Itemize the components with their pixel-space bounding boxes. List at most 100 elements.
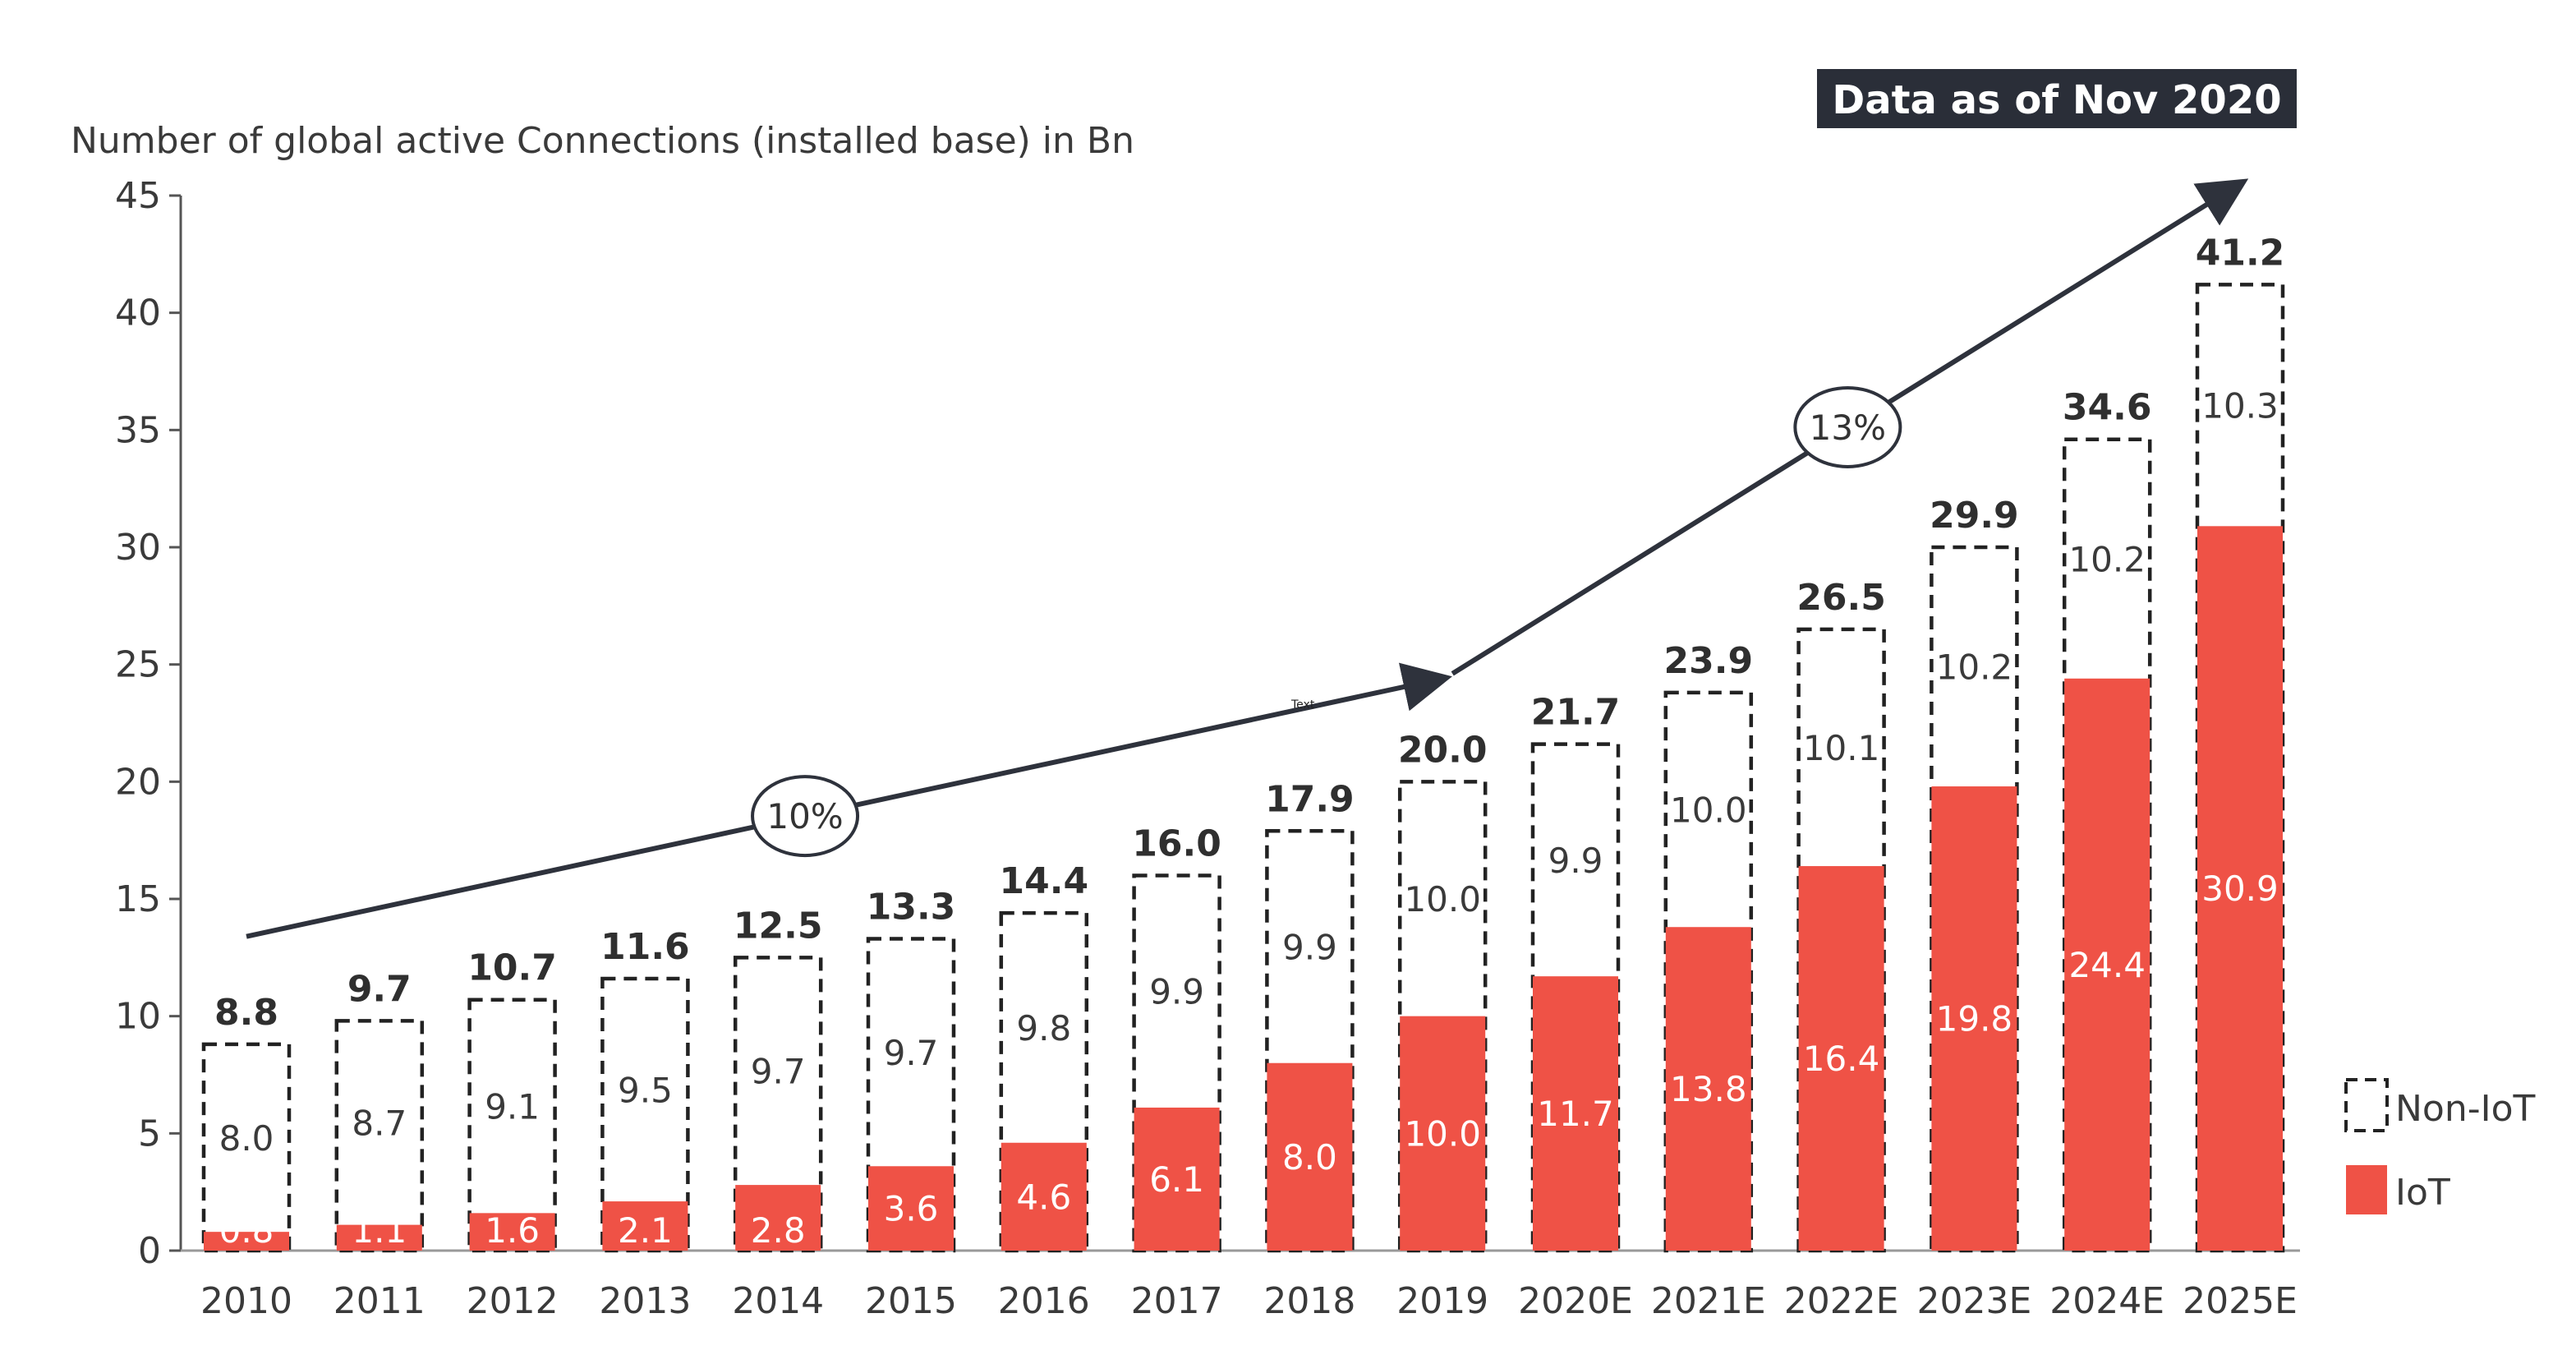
- total-value-label: 34.6: [2063, 387, 2152, 429]
- y-tick-label: 40: [115, 293, 161, 334]
- total-value-label: 20.0: [1398, 729, 1488, 771]
- total-value-label: 26.5: [1796, 577, 1886, 619]
- total-value-label: 9.7: [347, 968, 412, 1010]
- total-value-label: 13.3: [867, 887, 956, 929]
- cagr-2019-2025-label: 13%: [1810, 408, 1886, 448]
- non-iot-value-label: 9.9: [1282, 927, 1337, 967]
- bar-non-iot: [201, 1042, 292, 1253]
- iot-value-label: 30.9: [2201, 869, 2279, 909]
- total-value-label: 10.7: [467, 947, 557, 989]
- non-iot-value-label: 10.3: [2201, 385, 2279, 426]
- total-value-label: 41.2: [2196, 232, 2285, 274]
- iot-value-label: 16.4: [1803, 1039, 1880, 1079]
- iot-value-label: 6.1: [1149, 1159, 1204, 1200]
- bar-iot: [1931, 786, 2017, 1251]
- data-date-badge-text: Data as of Nov 2020: [1832, 77, 2281, 123]
- data-date-badge: [1817, 69, 2297, 128]
- x-tick-label: 2020E: [1518, 1280, 1633, 1322]
- x-tick-label: 2011: [334, 1280, 426, 1322]
- bar-iot: [1267, 1062, 1353, 1251]
- x-tick-label: 2024E: [2049, 1280, 2164, 1322]
- iot-value-label: 19.8: [1936, 999, 2013, 1039]
- iot-value-label: 24.4: [2068, 945, 2146, 985]
- non-iot-value-label: 9.1: [485, 1087, 540, 1127]
- legend-label-iot: IoT: [2395, 1172, 2450, 1214]
- iot-value-label: 2.8: [751, 1210, 806, 1251]
- stray-text-label: Text: [1290, 698, 1315, 712]
- cagr-2010-2019-bubble: [751, 775, 860, 858]
- y-ticks: 0 5 10 15 20 25 30 35 40 45: [115, 175, 181, 1272]
- y-axis-label: Number of global active Connections (ins…: [71, 120, 1134, 162]
- x-ticks: 2010 2011 2012 2013 2014 2015 2016 2017 2018 2019…: [200, 1280, 2298, 1322]
- bar-iot: [868, 1166, 954, 1251]
- cagr-2019-2025-bubble: [1793, 385, 1902, 468]
- total-value-label: 14.4: [1000, 860, 1089, 902]
- total-value-label: 21.7: [1531, 692, 1621, 734]
- iot-value-label: 3.6: [884, 1189, 939, 1229]
- iot-value-label: 10.0: [1404, 1113, 1481, 1154]
- y-tick-label: 25: [115, 644, 161, 686]
- non-iot-value-label: 9.9: [1149, 972, 1204, 1012]
- iot-value-label: 2.1: [618, 1210, 673, 1251]
- legend-swatch-non-iot: [2344, 1078, 2389, 1132]
- non-iot-value-label: 10.2: [1936, 647, 2013, 688]
- bar-iot: [1533, 976, 1618, 1251]
- non-iot-value-label: 8.0: [219, 1118, 274, 1159]
- total-value-label: 23.9: [1664, 640, 1754, 682]
- legend: Non-IoT IoT: [2344, 1078, 2535, 1214]
- x-tick-label: 2016: [998, 1280, 1090, 1322]
- y-tick-label: 15: [115, 878, 161, 920]
- legend-swatch-iot: [2346, 1165, 2387, 1214]
- non-iot-value-label: 9.9: [1548, 841, 1603, 881]
- bar-iot: [469, 1213, 555, 1251]
- iot-value-label: 8.0: [1282, 1137, 1337, 1177]
- iot-value-label: 4.6: [1016, 1177, 1071, 1217]
- bar-iot: [2197, 526, 2283, 1251]
- iot-value-label: 13.8: [1670, 1069, 1747, 1109]
- bars-group: 0.8 8.0 8.8 1.1 8.7 9.7 1.6 9.1 10.7 2.1 9.5 11.6 2.…: [201, 232, 2285, 1253]
- iot-value-label: 0.8: [219, 1210, 274, 1251]
- bar-iot: [735, 1185, 821, 1251]
- non-iot-value-label: 10.2: [2068, 539, 2146, 579]
- total-value-label: 29.9: [1930, 495, 2019, 537]
- y-tick-label: 5: [138, 1113, 161, 1154]
- non-iot-value-label: 10.1: [1803, 728, 1880, 768]
- total-value-label: 16.0: [1132, 823, 1221, 864]
- x-tick-label: 2012: [467, 1280, 559, 1322]
- bar-iot: [2064, 678, 2150, 1251]
- total-value-label: 17.9: [1265, 778, 1355, 820]
- y-tick-label: 35: [115, 409, 161, 451]
- non-iot-value-label: 9.7: [751, 1052, 806, 1092]
- non-iot-value-label: 9.5: [618, 1071, 673, 1111]
- growth-trend: 10% 13%: [246, 178, 2249, 939]
- y-tick-label: 0: [138, 1230, 161, 1272]
- y-tick-label: 10: [115, 996, 161, 1038]
- bar-iot: [602, 1201, 688, 1251]
- bar-non-iot: [467, 998, 557, 1253]
- non-iot-value-label: 10.0: [1404, 879, 1481, 919]
- bar-iot: [1000, 1142, 1087, 1251]
- x-tick-label: 2013: [599, 1280, 691, 1322]
- cagr-2010-2019-label: 10%: [766, 796, 843, 836]
- bar-iot: [1134, 1107, 1220, 1251]
- y-tick-label: 30: [115, 527, 161, 569]
- bar-iot: [1798, 866, 1884, 1251]
- x-tick-label: 2019: [1396, 1280, 1488, 1322]
- x-tick-label: 2010: [200, 1280, 292, 1322]
- x-tick-label: 2015: [865, 1280, 957, 1322]
- x-tick-label: 2014: [732, 1280, 824, 1322]
- y-tick-label: 45: [115, 175, 161, 217]
- non-iot-value-label: 9.8: [1016, 1008, 1071, 1048]
- x-tick-label: 2018: [1263, 1280, 1355, 1322]
- x-tick-label: 2025E: [2183, 1280, 2298, 1322]
- y-tick-label: 20: [115, 761, 161, 803]
- x-tick-label: 2021E: [1651, 1280, 1766, 1322]
- iot-value-label: 1.1: [352, 1210, 407, 1251]
- total-value-label: 12.5: [734, 905, 823, 947]
- total-value-label: 8.8: [214, 992, 278, 1034]
- iot-value-label: 11.7: [1537, 1094, 1614, 1134]
- bar-iot: [1665, 927, 1751, 1251]
- non-iot-value-label: 8.7: [352, 1103, 407, 1143]
